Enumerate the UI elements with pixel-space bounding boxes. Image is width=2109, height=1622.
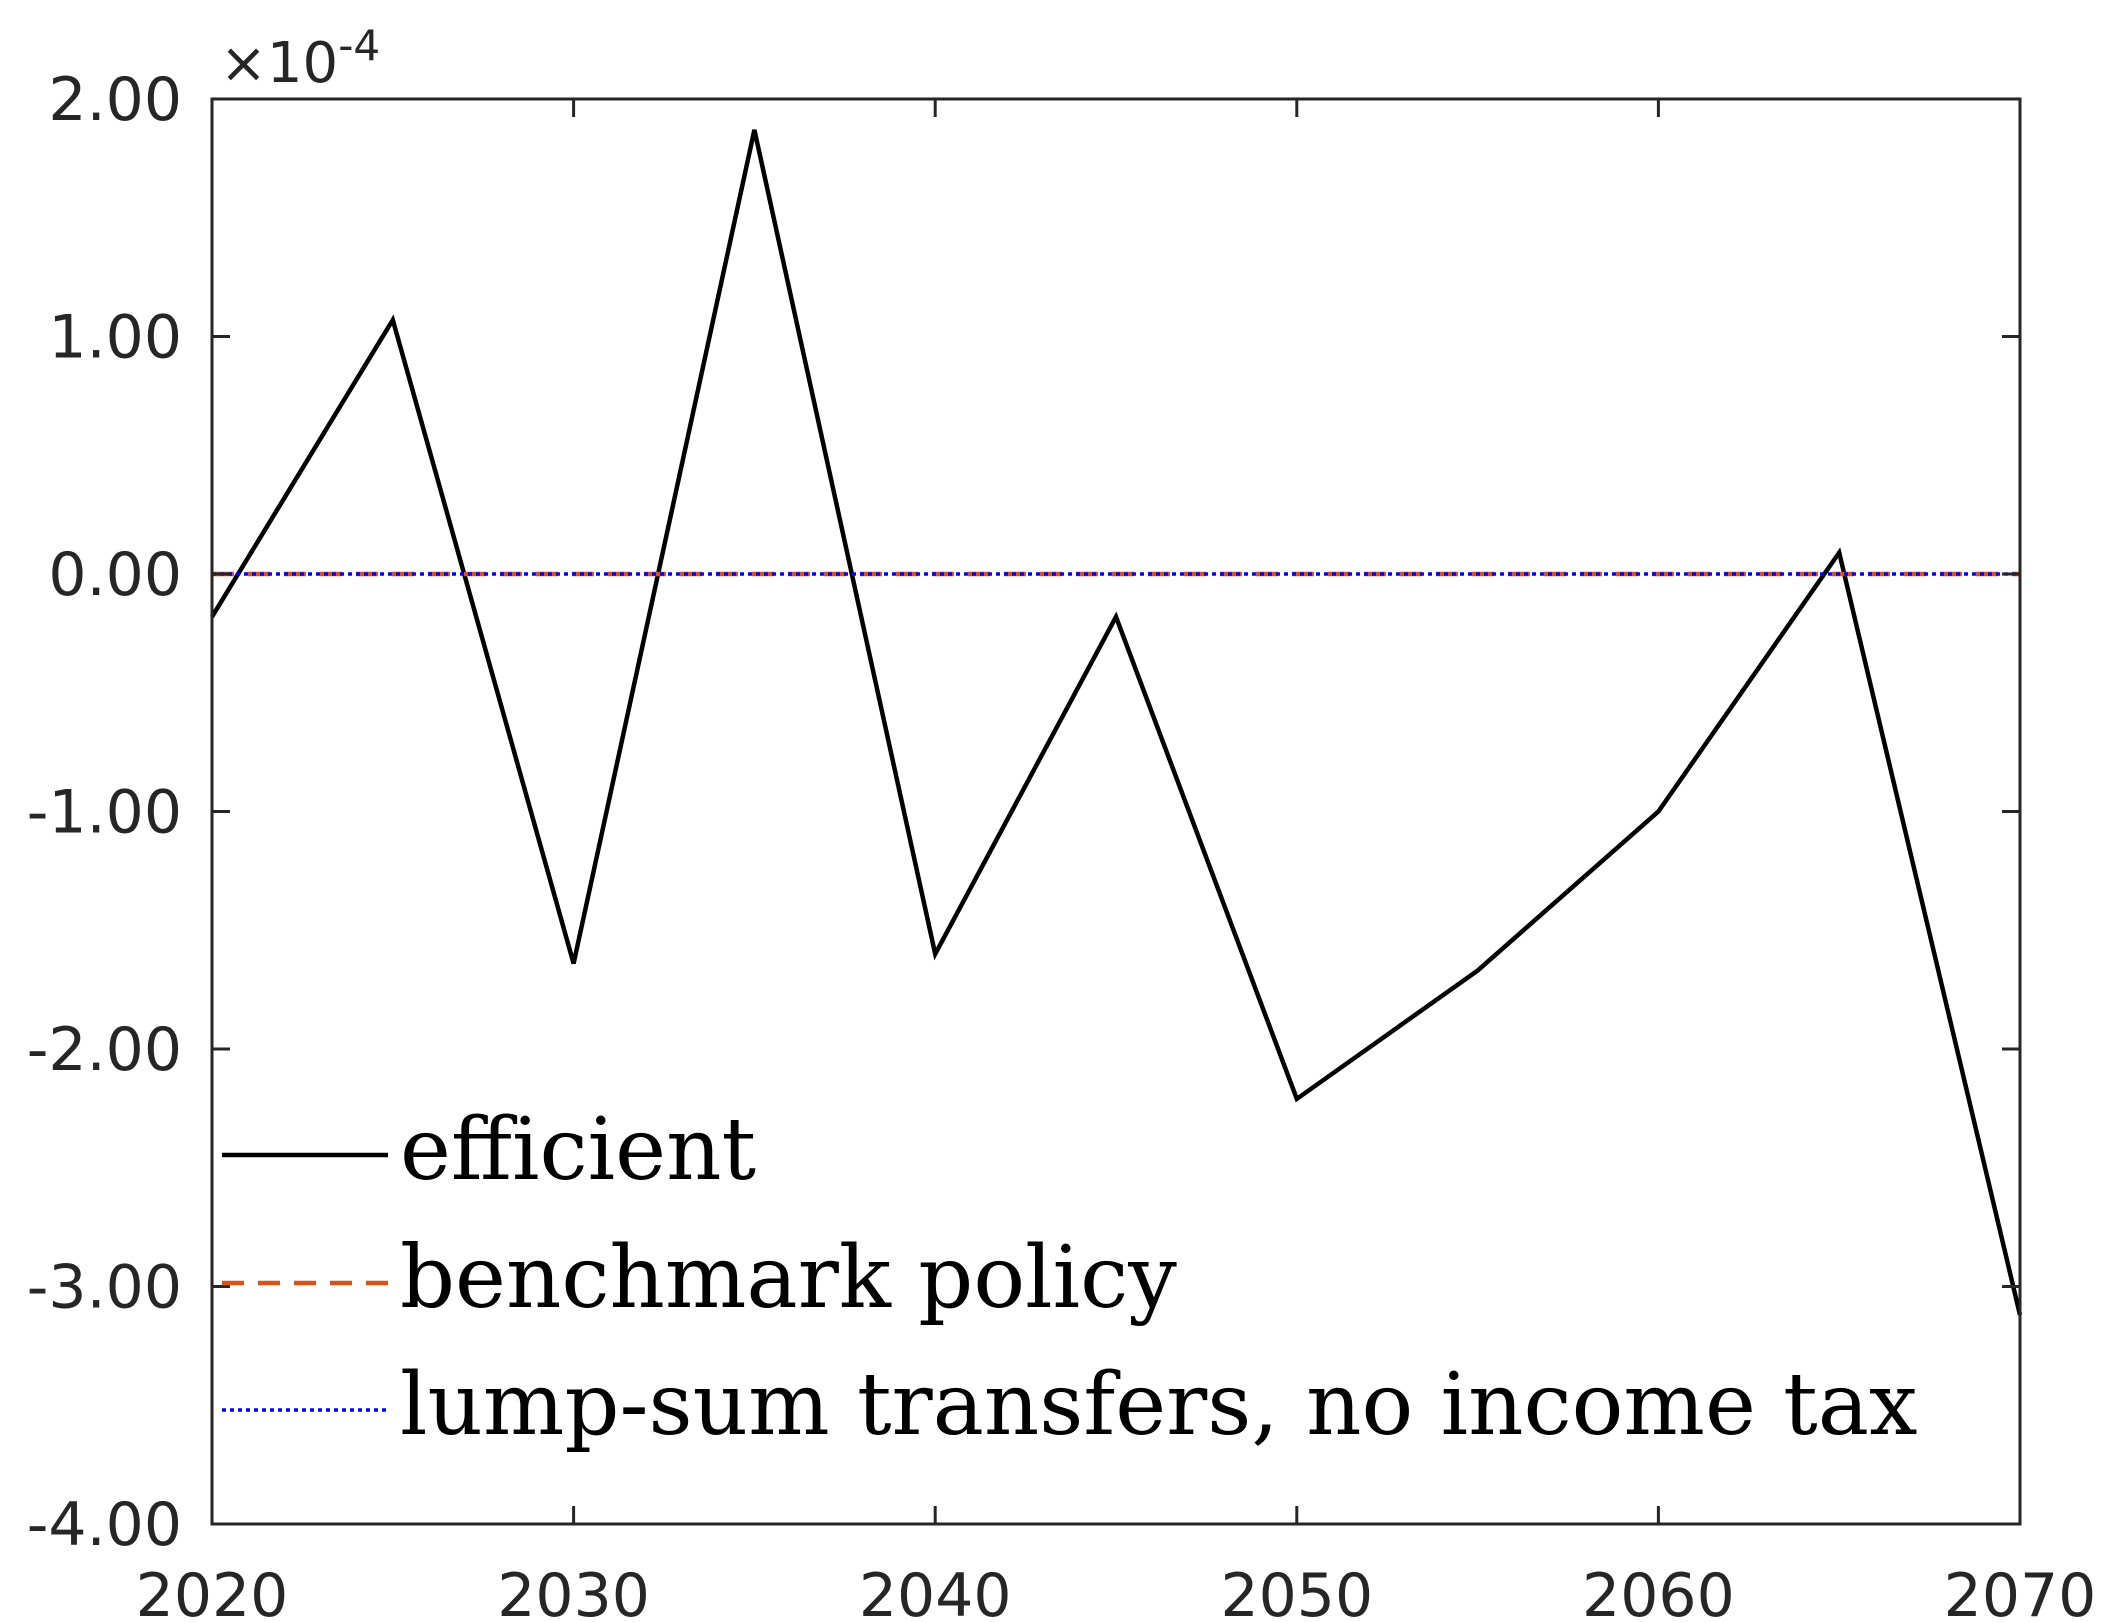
y-multiplier-exponent: -4 (338, 21, 380, 70)
tick-labels: 2020 2030 2040 2050 2060 2070 2.00 1.00 0.00 -1.0… (27, 65, 2097, 1622)
x-tick-label: 2050 (1220, 1561, 1373, 1622)
plot-area (212, 99, 2020, 1524)
legend-label: lump-sum transfers, no income tax (400, 1355, 1918, 1455)
y-tick-label: -3.00 (27, 1253, 182, 1323)
y-tick-label: -2.00 (27, 1015, 182, 1085)
x-tick-label: 2060 (1582, 1561, 1735, 1622)
legend-label: efficient (400, 1100, 756, 1200)
series-layer (210, 129, 2023, 1316)
y-multiplier-base: ×10 (220, 31, 338, 96)
x-tick-label: 2070 (1944, 1561, 2097, 1622)
x-tick-label: 2030 (497, 1561, 650, 1622)
plot-background (212, 99, 2020, 1524)
legend-label: benchmark policy (400, 1228, 1177, 1328)
y-tick-label: 1.00 (48, 303, 182, 373)
y-tick-label: -4.00 (27, 1490, 182, 1560)
legend: efficient benchmark policy lump-sum transf… (222, 1100, 1918, 1455)
y-tick-label: 2.00 (48, 65, 182, 135)
x-tick-label: 2040 (859, 1561, 1012, 1622)
y-tick-label: -1.00 (27, 778, 182, 848)
x-tick-label: 2020 (136, 1561, 289, 1622)
y-tick-label: 0.00 (48, 540, 182, 610)
y-multiplier-label: ×10-4 (220, 21, 380, 96)
series-line-solid (210, 129, 2023, 1316)
